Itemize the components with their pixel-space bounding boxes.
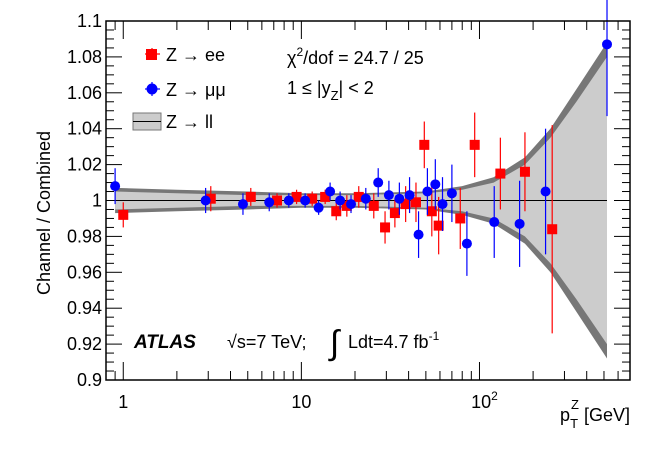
x-tick-label: 10 (291, 392, 311, 412)
data-point-ee (495, 168, 506, 179)
data-point-mumu (489, 217, 500, 228)
y-tick-label: 0.94 (67, 298, 102, 318)
data-point-mumu (335, 195, 346, 206)
x-tick-label: 102 (471, 389, 498, 412)
legend-label-mumu: Z → μμ (166, 80, 226, 100)
data-point-mumu (360, 193, 371, 204)
data-point-ee (400, 199, 411, 210)
data-point-ee (519, 166, 530, 177)
data-point-mumu (110, 181, 121, 192)
data-point-mumu (383, 190, 394, 201)
data-points (110, 0, 613, 334)
data-point-ee (455, 213, 466, 224)
integral-symbol: ∫ (328, 324, 341, 362)
data-point-mumu (283, 195, 294, 206)
y-tick-label: 1.04 (67, 119, 102, 139)
rapidity-annotation: 1 ≤ |yZ| < 2 (287, 78, 374, 103)
data-point-ee (320, 191, 331, 202)
legend-entry-ll: Z → ll (132, 112, 213, 132)
y-tick-label: 0.9 (77, 370, 102, 390)
plot-frame (105, 20, 631, 381)
x-tick-label: 1 (118, 392, 128, 412)
data-point-mumu (200, 195, 211, 206)
data-point-ee (426, 206, 437, 217)
y-tick-label: 1.02 (67, 155, 102, 175)
y-tick-label: 1.06 (67, 83, 102, 103)
legend-label-ee: Z → ee (166, 45, 225, 65)
data-point-ee (331, 206, 342, 217)
legend-marker-square (146, 49, 157, 60)
legend-entry-mumu: Z → μμ (145, 80, 226, 100)
data-point-mumu (237, 199, 248, 210)
data-point-mumu (514, 218, 525, 229)
data-point-mumu (422, 186, 433, 197)
data-point-ee (272, 195, 283, 206)
data-point-ee (469, 139, 480, 150)
data-point-mumu (325, 186, 336, 197)
data-point-mumu (430, 179, 441, 190)
data-point-mumu (540, 186, 551, 197)
data-point-mumu (264, 197, 275, 208)
data-point-ee (389, 208, 400, 219)
data-point-mumu (346, 199, 357, 210)
data-point-ee (368, 200, 379, 211)
series-ee (118, 112, 558, 334)
y-tick-label: 0.92 (67, 334, 102, 354)
y-tick-label: 1 (92, 191, 102, 211)
data-point-ee (353, 191, 364, 202)
y-tick-label: 0.98 (67, 226, 102, 246)
data-point-ee (410, 197, 421, 208)
legend-entry-ee: Z → ee (145, 45, 225, 65)
legend: Z → ee Z → μμ Z → ll (132, 45, 226, 132)
y-tick-label: 1.08 (67, 47, 102, 67)
data-point-mumu (313, 202, 324, 213)
luminosity-annotation: Ldt=4.7 fb-1 (348, 329, 440, 352)
data-point-mumu (394, 193, 405, 204)
data-point-mumu (446, 188, 457, 199)
y-tick-label: 0.96 (67, 262, 102, 282)
data-point-ee (419, 139, 430, 150)
legend-marker-circle (146, 83, 158, 95)
data-point-ee (118, 209, 129, 220)
data-point-ee (547, 224, 558, 235)
data-point-ee (433, 220, 444, 231)
data-point-mumu (602, 39, 613, 50)
y-tick-label: 1.1 (77, 11, 102, 31)
data-point-mumu (300, 195, 311, 206)
data-point-mumu (437, 199, 448, 210)
data-point-mumu (461, 238, 472, 249)
data-point-ee (291, 191, 302, 202)
legend-label-ll: Z → ll (166, 112, 213, 132)
energy-annotation: √s=7 TeV; (227, 332, 306, 352)
data-point-mumu (404, 190, 415, 201)
y-axis-title: Channel / Combined (34, 131, 54, 295)
series-mumu (110, 0, 613, 276)
x-tick-labels: 1 10 102 (118, 389, 498, 412)
y-tick-labels: 0.9 0.92 0.94 0.96 0.98 1 1.02 1.04 1.06 1.08 1.1 (67, 11, 102, 390)
data-point-ee (245, 191, 256, 202)
data-point-ee (205, 193, 216, 204)
atlas-logo: ATLAS (133, 332, 196, 353)
data-point-mumu (373, 177, 384, 188)
data-point-ee (380, 222, 391, 233)
data-point-ee (307, 193, 318, 204)
chi2-annotation: χ2/dof = 24.7 / 25 (287, 45, 424, 68)
data-point-mumu (413, 229, 424, 240)
x-axis-title: pTZ[GeV] (560, 397, 630, 431)
